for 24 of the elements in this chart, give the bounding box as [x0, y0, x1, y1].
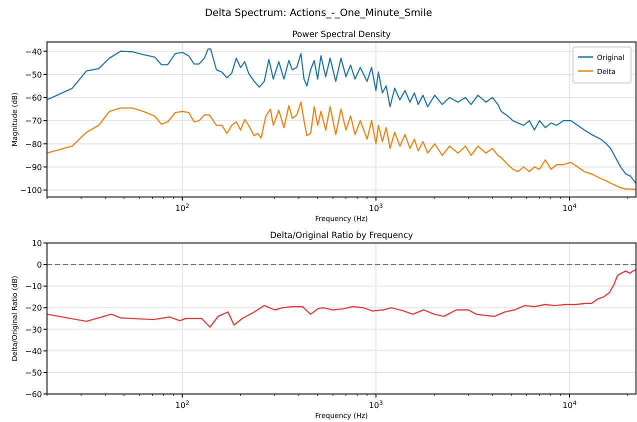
y-tick-label: −20 [25, 304, 42, 313]
y-tick-label: −40 [25, 346, 42, 356]
y-tick-label: 0 [36, 260, 42, 270]
y-tick-label: −50 [25, 368, 42, 378]
y-tick-label: −40 [25, 47, 42, 56]
chart-title: Delta Spectrum: Actions_-_One_Minute_Smile [204, 8, 432, 19]
y-tick-label: −60 [25, 390, 42, 399]
x-tick-label: 10$^{2}$ [175, 400, 190, 410]
chart-subtitle: Power Spectral Density [292, 30, 391, 40]
y-tick-label: −100 [20, 186, 42, 196]
y-tick-label: −60 [25, 94, 42, 103]
x-tick-label: 10$^{4}$ [562, 400, 577, 410]
y-tick-label: −30 [25, 325, 42, 334]
y-tick-label: −80 [25, 140, 42, 149]
x-tick-label: 10$^{3}$ [368, 400, 384, 410]
y-tick-label: −90 [25, 162, 42, 172]
x-tick-label: 10$^{4}$ [562, 202, 577, 213]
y-tick-label: −10 [25, 282, 42, 292]
x-tick-label: 10$^{2}$ [175, 202, 190, 213]
x-tick-label: 10$^{3}$ [368, 202, 384, 213]
y-tick-label: −50 [25, 70, 42, 80]
y-tick-label: −70 [25, 116, 42, 126]
chart-title: Delta/Original Ratio by Frequency [270, 231, 414, 241]
y-tick-label: 10 [32, 239, 42, 248]
